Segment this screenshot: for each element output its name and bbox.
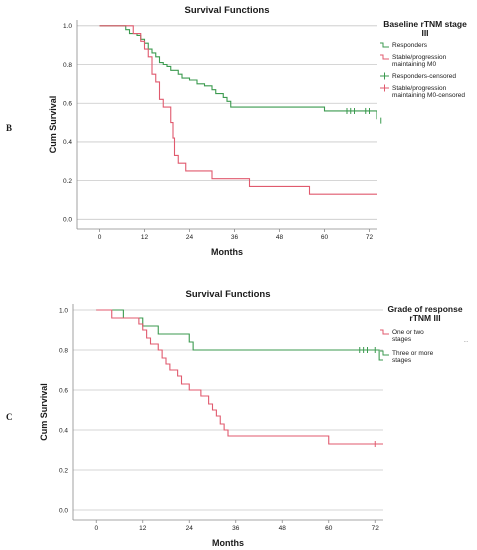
legend-label: stages xyxy=(392,357,412,364)
legend-label: Responders-censored xyxy=(392,73,456,80)
x-tick-label: 60 xyxy=(321,234,329,241)
x-tick-label: 36 xyxy=(232,525,240,532)
y-tick-label: 0.4 xyxy=(63,139,72,146)
chart-c: 0.0 0.2 0.4 0.6 0.8 1.0 0 12 24 36 48 60 72 Survival … xyxy=(39,289,469,548)
y-tick-label: 0.6 xyxy=(63,101,72,108)
legend-symbol-step xyxy=(380,54,389,60)
x-tick-label: 24 xyxy=(186,525,194,532)
x-axis-label: Months xyxy=(211,247,243,257)
x-tick-label: 12 xyxy=(139,525,147,532)
y-tick-label: 1.0 xyxy=(59,307,68,314)
y-tick-label: 0.8 xyxy=(63,62,72,69)
legend-label: Three or more xyxy=(392,350,434,357)
legend-title: Baseline rTNM stage xyxy=(383,19,467,29)
y-tick-label: 0.6 xyxy=(59,387,68,394)
x-tick-label: 24 xyxy=(186,234,194,241)
y-tick-label: 0.2 xyxy=(63,178,72,185)
chart-title: Survival Functions xyxy=(185,5,270,16)
x-tick-label: 72 xyxy=(366,234,374,241)
y-tick-label: 0.0 xyxy=(63,217,72,224)
survival-curve-0 xyxy=(96,309,383,361)
x-tick-label: 48 xyxy=(276,234,284,241)
y-axis-label: Cum Survival xyxy=(48,96,58,154)
x-tick-label: 12 xyxy=(141,234,149,241)
chart-title: Survival Functions xyxy=(186,289,271,300)
legend-symbol-step xyxy=(380,329,389,335)
legend-label: Stable/progression xyxy=(392,54,447,61)
legend-label: Stable/progression xyxy=(392,85,447,92)
x-tick-label: 72 xyxy=(372,525,380,532)
legend-title: rTNM III xyxy=(409,313,440,323)
legend-ellipsis: ... xyxy=(463,338,468,344)
legend-label: stages xyxy=(392,336,412,343)
survival-curve-1 xyxy=(96,309,383,445)
legend-label: One or two xyxy=(392,329,424,336)
chart-b: 0.0 0.2 0.4 0.6 0.8 1.0 0 12 24 36 48 60 72 Survival … xyxy=(48,5,467,257)
x-tick-label: 60 xyxy=(325,525,333,532)
x-tick-label: 36 xyxy=(231,234,239,241)
y-tick-label: 0.0 xyxy=(59,507,68,514)
legend-label: Responders xyxy=(392,42,428,49)
legend-label: maintaining M0-censored xyxy=(392,92,465,99)
survival-curve-1 xyxy=(99,25,377,195)
x-tick-label: 0 xyxy=(98,234,102,241)
survival-curve-0 xyxy=(99,25,377,120)
x-axis-label: Months xyxy=(212,538,244,548)
y-tick-label: 0.2 xyxy=(59,467,68,474)
legend-symbol-step xyxy=(380,350,389,356)
y-tick-label: 0.8 xyxy=(59,347,68,354)
y-axis-label: Cum Survival xyxy=(39,383,49,441)
legend-label: maintaining M0 xyxy=(392,61,436,68)
panel-label-c: C xyxy=(6,412,13,422)
y-tick-label: 0.4 xyxy=(59,427,68,434)
legend-symbol-step xyxy=(380,42,389,48)
panel-label-b: B xyxy=(6,123,12,133)
x-tick-label: 0 xyxy=(94,525,98,532)
x-tick-label: 48 xyxy=(279,525,287,532)
y-tick-label: 1.0 xyxy=(63,23,72,30)
legend-title: Grade of response xyxy=(387,304,462,314)
legend-title: III xyxy=(421,28,428,38)
